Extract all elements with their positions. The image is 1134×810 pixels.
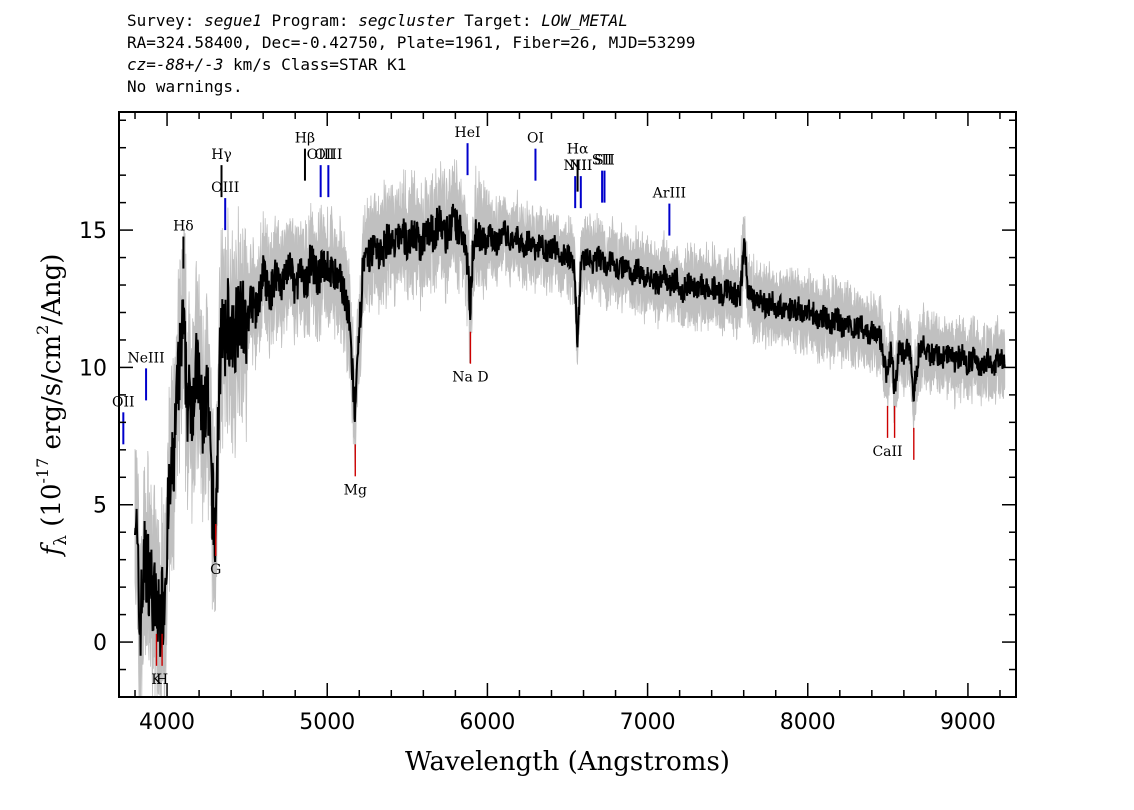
survey-label: Survey: [127, 11, 205, 30]
absorption-line-label: Mg [344, 482, 367, 498]
y-tick-label: 10 [79, 356, 107, 381]
x-tick-label: 6000 [459, 710, 515, 735]
y-tick-label: 0 [93, 631, 107, 656]
axis-ticks: 4000 5000 6000 7000 8000 9000 0 5 10 15 [79, 112, 1016, 735]
cz-label: cz= [127, 55, 156, 74]
absorption-line-label: Na D [452, 370, 488, 386]
error-band-area [134, 159, 1006, 698]
emission-line-label: OIII [211, 180, 239, 196]
emission-line-label: SII [594, 153, 615, 169]
x-tick-label: 5000 [299, 710, 355, 735]
warnings-line: No warnings. [127, 77, 243, 96]
target-value: LOW_METAL [541, 11, 628, 30]
y-axis-title: fλ (10-17 erg/s/cm2/Ang) [33, 254, 71, 558]
absorption-line-label: G [210, 562, 221, 578]
emission-line-label: Hα [567, 142, 589, 158]
class-info: km/s Class=STAR K1 [223, 55, 407, 74]
emission-line-label: NeIII [127, 350, 164, 366]
emission-line-label: Hδ [173, 219, 194, 235]
header-line-1: Survey: segue1 Program: segcluster Targe… [127, 10, 695, 32]
emission-line-label: OIII [314, 147, 342, 163]
emission-line-label: NII [569, 158, 592, 174]
flux-line [134, 203, 1006, 657]
emission-line-label: ArIII [652, 186, 686, 202]
spectrum-header: Survey: segue1 Program: segcluster Targe… [127, 10, 695, 98]
program-label: Program: [261, 11, 359, 30]
emission-line-label: Hγ [211, 147, 232, 163]
y-tick-label: 5 [93, 494, 107, 519]
emission-line-label: NII [564, 158, 587, 174]
x-tick-label: 8000 [780, 710, 836, 735]
emission-line-label: Hβ [295, 131, 315, 147]
emission-line-label: SII [592, 153, 613, 169]
x-tick-label: 4000 [139, 710, 195, 735]
header-line-3: cz=-88+/-3 km/s Class=STAR K1 [127, 54, 695, 76]
cz-value: -88+/-3 [155, 55, 224, 74]
survey-value: segue1 [204, 11, 262, 30]
absorption-line-label: CaII [872, 444, 902, 460]
x-axis-title: Wavelength (Angstroms) [405, 747, 730, 777]
x-tick-label: 9000 [940, 710, 996, 735]
emission-line-label: OII [112, 394, 135, 410]
error-band [134, 159, 1006, 698]
header-line-2: RA=324.58400, Dec=-0.42750, Plate=1961, … [127, 33, 696, 52]
y-tick-label: 15 [79, 219, 107, 244]
emission-line-label: OI [527, 131, 544, 147]
program-value: segcluster [358, 11, 455, 30]
emission-line-label: OIII [307, 147, 335, 163]
plot-frame [118, 111, 1017, 698]
absorption-line-label: H [156, 672, 168, 688]
emission-line-label: HeI [455, 125, 481, 141]
flux-series [134, 203, 1006, 657]
x-tick-label: 7000 [620, 710, 676, 735]
absorption-line-label: K [151, 672, 162, 688]
target-label: Target: [454, 11, 542, 30]
